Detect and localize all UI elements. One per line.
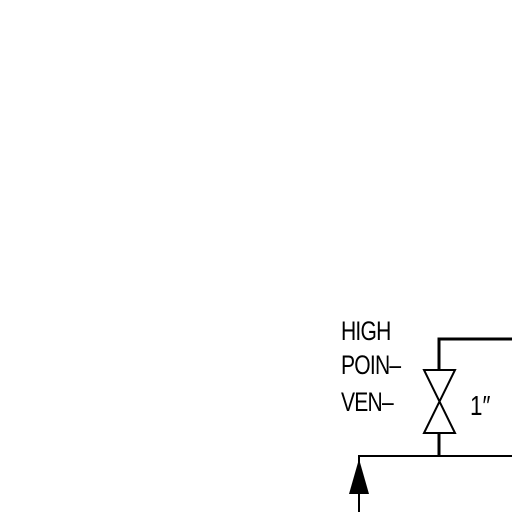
flow-arrow-up-icon <box>349 459 369 494</box>
vent-label-line-2: POIN‒ <box>341 350 401 380</box>
upper-pipe-line <box>437 337 512 370</box>
valve-size-label: 1″ <box>470 390 491 421</box>
vent-label-line-3: VEN‒ <box>341 387 394 417</box>
main-header-line <box>358 455 512 512</box>
gate-valve-icon <box>422 369 457 434</box>
vent-label-line-1: HIGH <box>341 316 391 346</box>
